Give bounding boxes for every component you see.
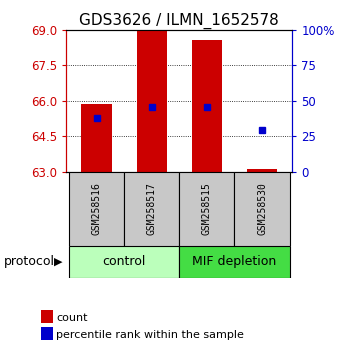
- Bar: [137, 30, 167, 172]
- Text: control: control: [103, 256, 146, 268]
- Text: count: count: [56, 313, 88, 323]
- Bar: [82, 104, 112, 172]
- Bar: [180, 246, 290, 278]
- Text: GSM258517: GSM258517: [147, 182, 157, 235]
- Text: protocol: protocol: [3, 256, 54, 268]
- Title: GDS3626 / ILMN_1652578: GDS3626 / ILMN_1652578: [80, 12, 279, 29]
- Bar: [192, 40, 222, 172]
- Bar: [247, 169, 277, 172]
- Text: GSM258516: GSM258516: [92, 182, 102, 235]
- Bar: [235, 172, 290, 246]
- Bar: [180, 172, 235, 246]
- Text: GSM258530: GSM258530: [257, 182, 267, 235]
- Text: MIF depletion: MIF depletion: [192, 256, 277, 268]
- Text: ▶: ▶: [54, 257, 63, 267]
- Bar: [124, 172, 180, 246]
- Bar: [69, 246, 180, 278]
- Text: percentile rank within the sample: percentile rank within the sample: [56, 330, 244, 339]
- Text: GSM258515: GSM258515: [202, 182, 212, 235]
- Bar: [69, 172, 124, 246]
